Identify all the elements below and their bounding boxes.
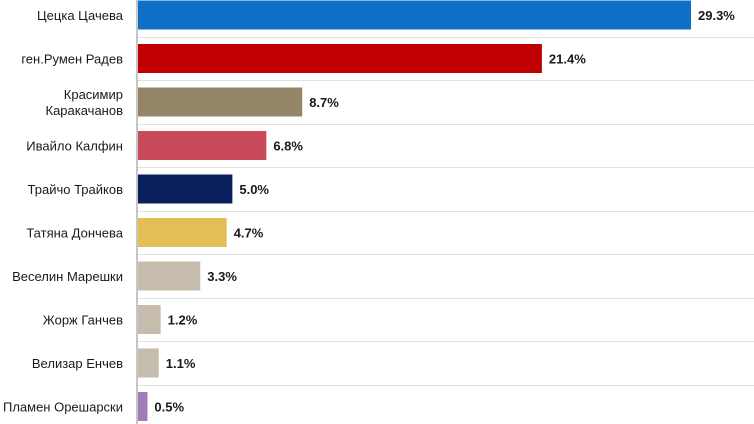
category-label: Трайчо Трайков [28,182,124,197]
bar [138,305,161,334]
bar [138,218,227,247]
category-label: Красимир Каракачанов [46,87,124,118]
data-label: 0.5% [154,400,184,415]
data-label: 6.8% [273,139,303,154]
bar [138,0,691,30]
bar [138,174,233,204]
data-label: 1.1% [166,356,196,371]
data-label: 3.3% [207,269,237,284]
bar [138,261,201,291]
category-label: ген.Румен Радев [21,52,123,67]
bar [138,392,148,421]
category-label: Татяна Дончева [26,226,123,241]
grid-lines [137,37,754,386]
data-label: 8.7% [309,95,339,110]
category-label: Цецка Цачева [37,8,124,23]
category-label: Жорж Ганчев [43,313,123,328]
category-label: Веселин Марешки [12,269,123,284]
data-label: 1.2% [168,313,198,328]
value-labels: 29.3% 21.4% 8.7% 6.8% 5.0% 4.7% 3.3% 1.2% 1.1% 0.… [154,8,735,415]
bar [138,87,303,117]
bar [138,348,159,378]
bar [138,131,267,160]
category-label: Ивайло Калфин [26,139,123,154]
data-label: 4.7% [234,226,264,241]
data-label: 21.4% [549,52,586,67]
category-label: Пламен Орешарски [3,400,123,415]
category-labels: Цецка Цачева ген.Румен Радев Красимир Карак… [3,8,124,415]
bar [138,44,542,73]
bars [138,0,691,421]
category-label: Велизар Енчев [32,356,123,371]
data-label: 29.3% [698,8,735,23]
data-label: 5.0% [239,182,269,197]
